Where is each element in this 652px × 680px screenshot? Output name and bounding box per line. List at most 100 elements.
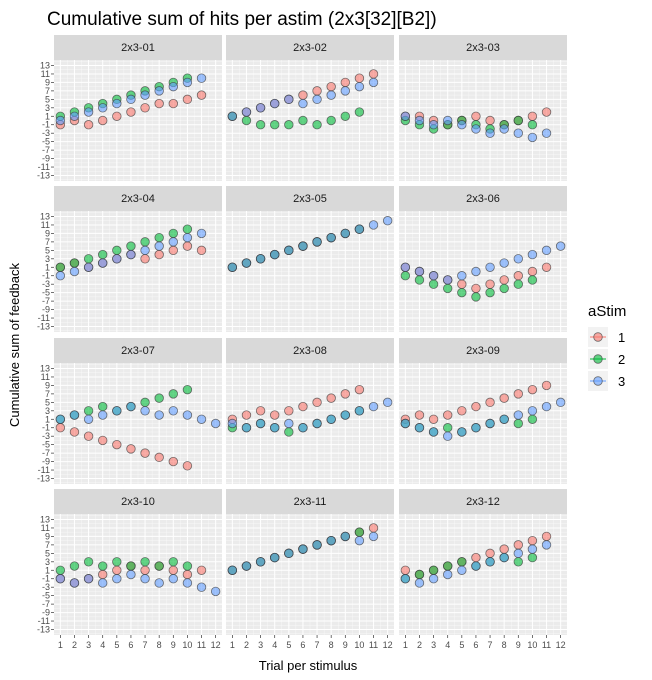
y-tick-label: 3 — [45, 406, 50, 416]
data-point — [428, 574, 439, 584]
data-point — [485, 262, 495, 272]
y-tick-label: -3 — [42, 582, 50, 592]
data-point — [400, 574, 411, 584]
data-point — [457, 557, 467, 567]
data-point — [457, 271, 467, 281]
y-tick-label: -5 — [42, 137, 50, 147]
data-point — [126, 401, 136, 412]
data-point — [98, 258, 108, 268]
data-point — [55, 262, 66, 272]
data-point — [168, 389, 178, 399]
data-point — [182, 569, 193, 580]
y-tick-label: -3 — [42, 279, 50, 289]
data-point — [340, 111, 350, 121]
y-tick-label: -1 — [42, 271, 50, 281]
data-point — [354, 384, 365, 395]
x-tick-label: 5 — [459, 640, 464, 650]
data-point — [400, 262, 411, 272]
data-point — [284, 120, 294, 130]
series-3 — [227, 531, 379, 575]
data-point — [270, 423, 280, 433]
data-point — [541, 128, 552, 138]
y-tick-label: -13 — [37, 474, 50, 484]
data-point — [340, 389, 350, 399]
data-point — [182, 384, 193, 395]
facet-label: 2x3-12 — [466, 496, 500, 508]
facet-label: 2x3-08 — [293, 345, 327, 357]
data-point — [227, 262, 238, 272]
y-tick-label: -7 — [42, 145, 50, 155]
data-point — [428, 414, 439, 424]
data-point — [55, 271, 66, 281]
x-tick-label: 10 — [354, 640, 364, 650]
data-point — [443, 431, 453, 441]
data-point — [428, 279, 439, 289]
facet-label: 2x3-02 — [293, 42, 327, 54]
data-point — [298, 241, 308, 251]
y-tick-label: 9 — [45, 228, 50, 238]
data-point — [270, 249, 280, 260]
y-tick-label: 9 — [45, 531, 50, 541]
data-point — [168, 574, 178, 584]
facet-strip — [226, 489, 394, 514]
y-tick-label: 13 — [40, 364, 50, 374]
chart-title: Cumulative sum of hits per astim (2x3[32… — [47, 9, 437, 30]
x-tick-label: 3 — [258, 640, 263, 650]
data-point — [140, 245, 150, 256]
facet-strip — [399, 338, 567, 363]
x-tick-label: 12 — [211, 640, 221, 650]
data-point — [168, 228, 178, 239]
data-point — [428, 427, 439, 437]
data-point — [140, 574, 150, 584]
data-point — [354, 81, 365, 92]
data-point — [513, 557, 523, 567]
data-point — [182, 224, 193, 234]
y-tick-label: 7 — [45, 389, 50, 399]
legend-label: 1 — [618, 330, 625, 345]
y-tick-label: -9 — [42, 305, 50, 315]
data-point — [126, 561, 136, 571]
x-tick-label: 12 — [383, 640, 393, 650]
data-point — [112, 111, 122, 121]
panel-2x3-08: 2x3-08 — [226, 338, 394, 484]
data-point — [98, 410, 108, 420]
data-point — [168, 237, 178, 247]
data-point — [485, 128, 495, 138]
facet-strip — [399, 489, 567, 514]
data-point — [555, 397, 566, 408]
x-tick-label: 11 — [197, 640, 206, 650]
panel-2x3-03: 2x3-03 — [399, 35, 567, 181]
data-point — [499, 283, 509, 294]
data-point — [298, 115, 308, 126]
data-point — [241, 107, 252, 117]
facet-label: 2x3-04 — [121, 193, 155, 205]
data-point — [168, 81, 178, 92]
series-3 — [55, 569, 221, 597]
y-tick-label: -13 — [37, 171, 50, 181]
y-tick-label: -11 — [38, 162, 50, 172]
x-tick-label: 2 — [72, 640, 77, 650]
data-point — [541, 262, 552, 272]
series-3 — [227, 397, 393, 433]
data-point — [354, 224, 365, 234]
data-point — [83, 557, 94, 567]
data-point — [443, 115, 453, 126]
data-point — [368, 523, 379, 533]
data-point — [428, 565, 439, 575]
y-tick-label: -11 — [38, 465, 50, 475]
data-point — [140, 397, 150, 408]
data-point — [241, 115, 252, 126]
y-tick-label: -7 — [42, 599, 50, 609]
x-tick-label: 7 — [488, 640, 493, 650]
data-point — [354, 527, 365, 537]
data-point — [182, 461, 193, 471]
data-point — [55, 414, 66, 424]
x-tick-label: 6 — [128, 640, 133, 650]
data-point — [284, 427, 294, 437]
data-point — [298, 544, 308, 554]
data-point — [255, 406, 266, 416]
panel-2x3-05: 2x3-05 — [226, 186, 394, 332]
y-tick-label: 3 — [45, 254, 50, 264]
data-point — [382, 216, 393, 226]
